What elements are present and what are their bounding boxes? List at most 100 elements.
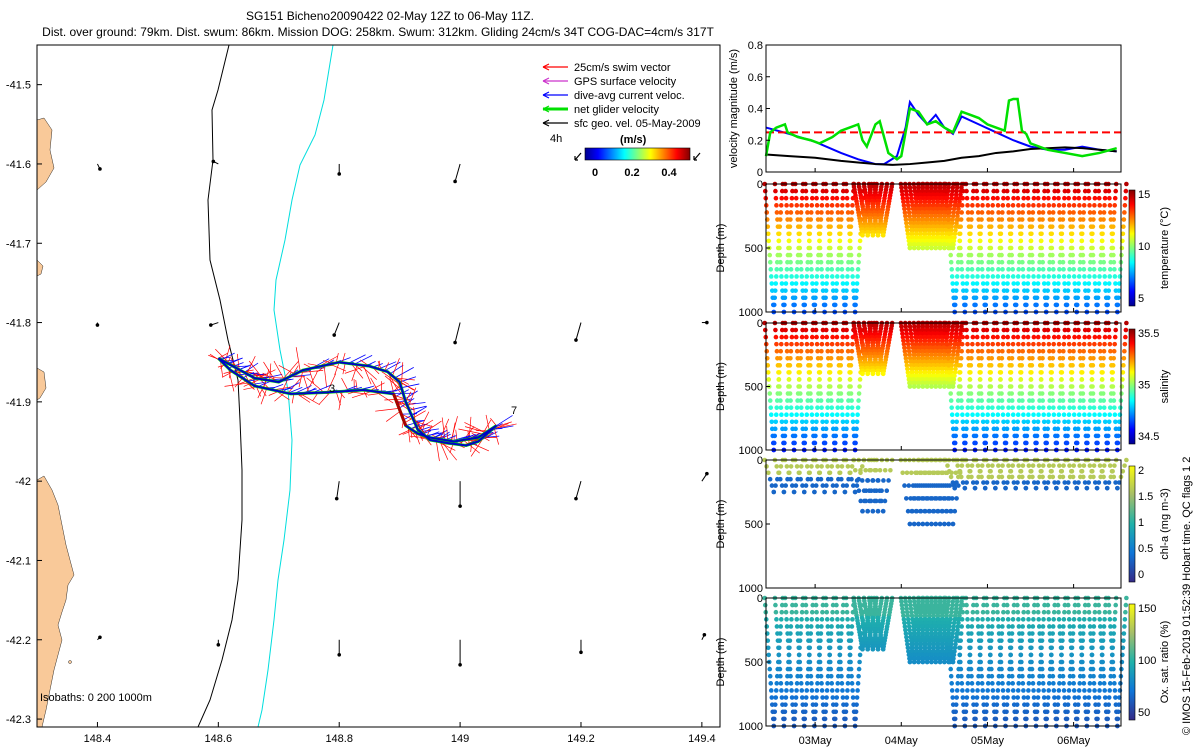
profile-point — [908, 192, 914, 197]
profile-point — [1000, 348, 1005, 354]
profile-point — [779, 419, 785, 425]
profile-point — [1034, 440, 1039, 446]
profile-point — [927, 345, 933, 350]
dive-profile — [1024, 181, 1048, 315]
profile-point — [838, 659, 843, 665]
profile-point — [1057, 259, 1063, 265]
profile-point — [942, 359, 948, 365]
profile-point — [1092, 203, 1097, 208]
profile-point — [927, 370, 932, 375]
profile-point — [1061, 274, 1067, 279]
profile-point — [795, 631, 801, 636]
profile-point — [1095, 440, 1100, 446]
profile-point — [917, 224, 923, 229]
profile-point — [808, 666, 813, 672]
profile-point — [1092, 281, 1098, 286]
profile-point — [875, 478, 881, 483]
profile-point — [974, 334, 980, 340]
profile-point — [983, 295, 989, 301]
profile-point — [886, 478, 891, 483]
profile-point — [1050, 259, 1056, 265]
profile-point — [970, 334, 976, 340]
profile-point — [949, 274, 955, 279]
colorbar-left-arrow-icon — [574, 152, 582, 161]
profile-point — [956, 345, 961, 350]
profile-point — [1025, 195, 1031, 201]
profile-point — [1009, 252, 1015, 258]
dive-profile — [1014, 457, 1038, 491]
profile-point — [989, 391, 994, 396]
profile-point — [1046, 405, 1052, 410]
profile-point — [930, 192, 935, 197]
profile-point — [970, 274, 975, 279]
swim-vector — [228, 368, 235, 392]
profile-point — [870, 371, 876, 377]
profile-point — [903, 217, 909, 222]
profile-point — [934, 224, 940, 229]
profile-point — [968, 245, 973, 251]
profile-point — [782, 433, 788, 439]
profile-point — [984, 480, 990, 485]
profile-point — [1041, 203, 1046, 208]
dive-profile — [871, 457, 895, 514]
swim-vector — [303, 376, 310, 394]
profile-point — [1086, 188, 1091, 194]
land-polygon-3 — [37, 475, 75, 727]
profile-point — [920, 185, 926, 190]
profile-point — [808, 673, 814, 679]
profile-point — [908, 224, 914, 229]
swim-vector — [493, 427, 500, 445]
profile-point — [1089, 370, 1094, 375]
profile-point — [855, 274, 860, 279]
profile-point — [1068, 370, 1074, 375]
profile-point — [1040, 474, 1045, 480]
profile-point — [1011, 419, 1017, 425]
profile-point — [937, 210, 942, 215]
profile-point — [938, 331, 944, 336]
profile-point — [951, 377, 957, 382]
profile-point — [942, 217, 947, 222]
profile-point — [916, 217, 922, 222]
profile-point — [813, 483, 819, 488]
profile-point — [808, 476, 814, 482]
profile-point — [1069, 468, 1074, 474]
profile-point — [1057, 405, 1062, 410]
depth-ylabel: Depth (m) — [715, 500, 727, 549]
profile-point — [939, 366, 945, 372]
profile-point — [808, 210, 814, 215]
profile-point — [916, 521, 921, 527]
profile-point — [1025, 327, 1030, 333]
profile-point — [1025, 281, 1031, 286]
profile-point — [1006, 259, 1012, 265]
profile-point — [1112, 341, 1118, 347]
swim-vector — [341, 377, 349, 392]
profile-point — [1065, 288, 1071, 293]
profile-point — [929, 245, 934, 251]
profile-point — [1028, 468, 1033, 474]
profile-point — [1000, 203, 1006, 208]
profile-point — [899, 324, 904, 329]
profile-point — [1064, 485, 1069, 491]
profile-point — [979, 259, 985, 265]
profile-point — [914, 370, 919, 375]
profile-point — [767, 476, 773, 482]
profile-point — [913, 195, 919, 201]
profile-point — [908, 359, 914, 365]
profile-point — [829, 405, 835, 410]
profile-point — [920, 355, 926, 361]
profile-point — [989, 252, 994, 258]
profile-point — [937, 384, 943, 389]
profile-point — [824, 203, 830, 208]
profile-point — [984, 281, 990, 286]
profile-point — [931, 203, 937, 208]
swim-vector — [263, 361, 277, 382]
profile-point — [955, 405, 961, 410]
profile-point — [1062, 419, 1067, 425]
profile-point — [764, 624, 770, 629]
profile-point — [787, 391, 793, 396]
profile-point — [986, 348, 991, 354]
profile-point — [810, 281, 815, 286]
profile-point — [927, 203, 933, 208]
profile-point — [1123, 327, 1129, 333]
profile-point — [950, 185, 956, 190]
